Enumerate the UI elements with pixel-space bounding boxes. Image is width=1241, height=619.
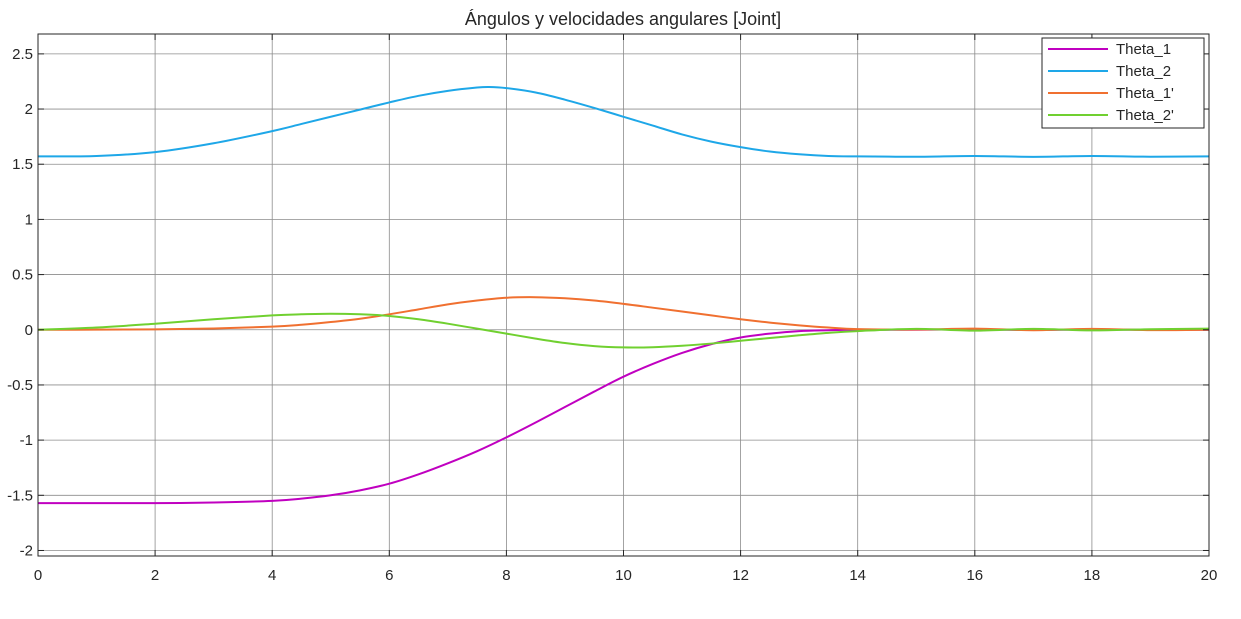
x-tick-label: 14	[849, 567, 866, 584]
x-tick-label: 4	[268, 567, 276, 584]
legend: Theta_1 Theta_2 Theta_1' Theta_2'	[1041, 37, 1205, 129]
x-tick-label: 10	[615, 567, 632, 584]
y-tick-label: -1.5	[7, 487, 33, 504]
y-tick-label: 1	[25, 211, 33, 228]
y-tick-label: -2	[20, 542, 33, 559]
x-tick-label: 20	[1201, 567, 1218, 584]
x-tick-label: 16	[966, 567, 983, 584]
y-axis-tick-labels: -2 -1.5 -1 -0.5 0 0.5 1 1.5 2 2.5	[7, 46, 33, 560]
x-axis-tick-labels: 0 2 4 6 8 10 12 14 16 18 20	[34, 567, 1218, 584]
series-line-theta-2	[37, 85, 1210, 158]
legend-label-theta-2-dot: Theta_2'	[1116, 107, 1174, 124]
y-tick-label: 1.5	[12, 156, 33, 173]
legend-label-theta-1: Theta_1	[1116, 41, 1171, 58]
x-tick-label: 2	[151, 567, 159, 584]
y-tick-label: -0.5	[7, 377, 33, 394]
legend-box	[1041, 37, 1205, 129]
legend-label-theta-1-dot: Theta_1'	[1116, 85, 1174, 102]
y-tick-label: 2	[25, 101, 33, 118]
x-tick-label: 18	[1084, 567, 1101, 584]
x-tick-label: 6	[385, 567, 393, 584]
y-tick-label: 0.5	[12, 267, 33, 284]
y-tick-label: -1	[20, 432, 33, 449]
series-lines	[37, 85, 1210, 505]
x-tick-label: 0	[34, 567, 42, 584]
y-tick-label: 2.5	[12, 46, 33, 63]
x-tick-label: 12	[732, 567, 749, 584]
chart-title: Ángulos y velocidades angulares [Joint]	[465, 9, 781, 29]
axis-ticks	[37, 34, 1210, 556]
series-line-theta-2-dot	[37, 312, 1210, 349]
x-tick-label: 8	[502, 567, 510, 584]
legend-label-theta-2: Theta_2	[1116, 63, 1171, 80]
y-tick-label: 0	[25, 322, 33, 339]
